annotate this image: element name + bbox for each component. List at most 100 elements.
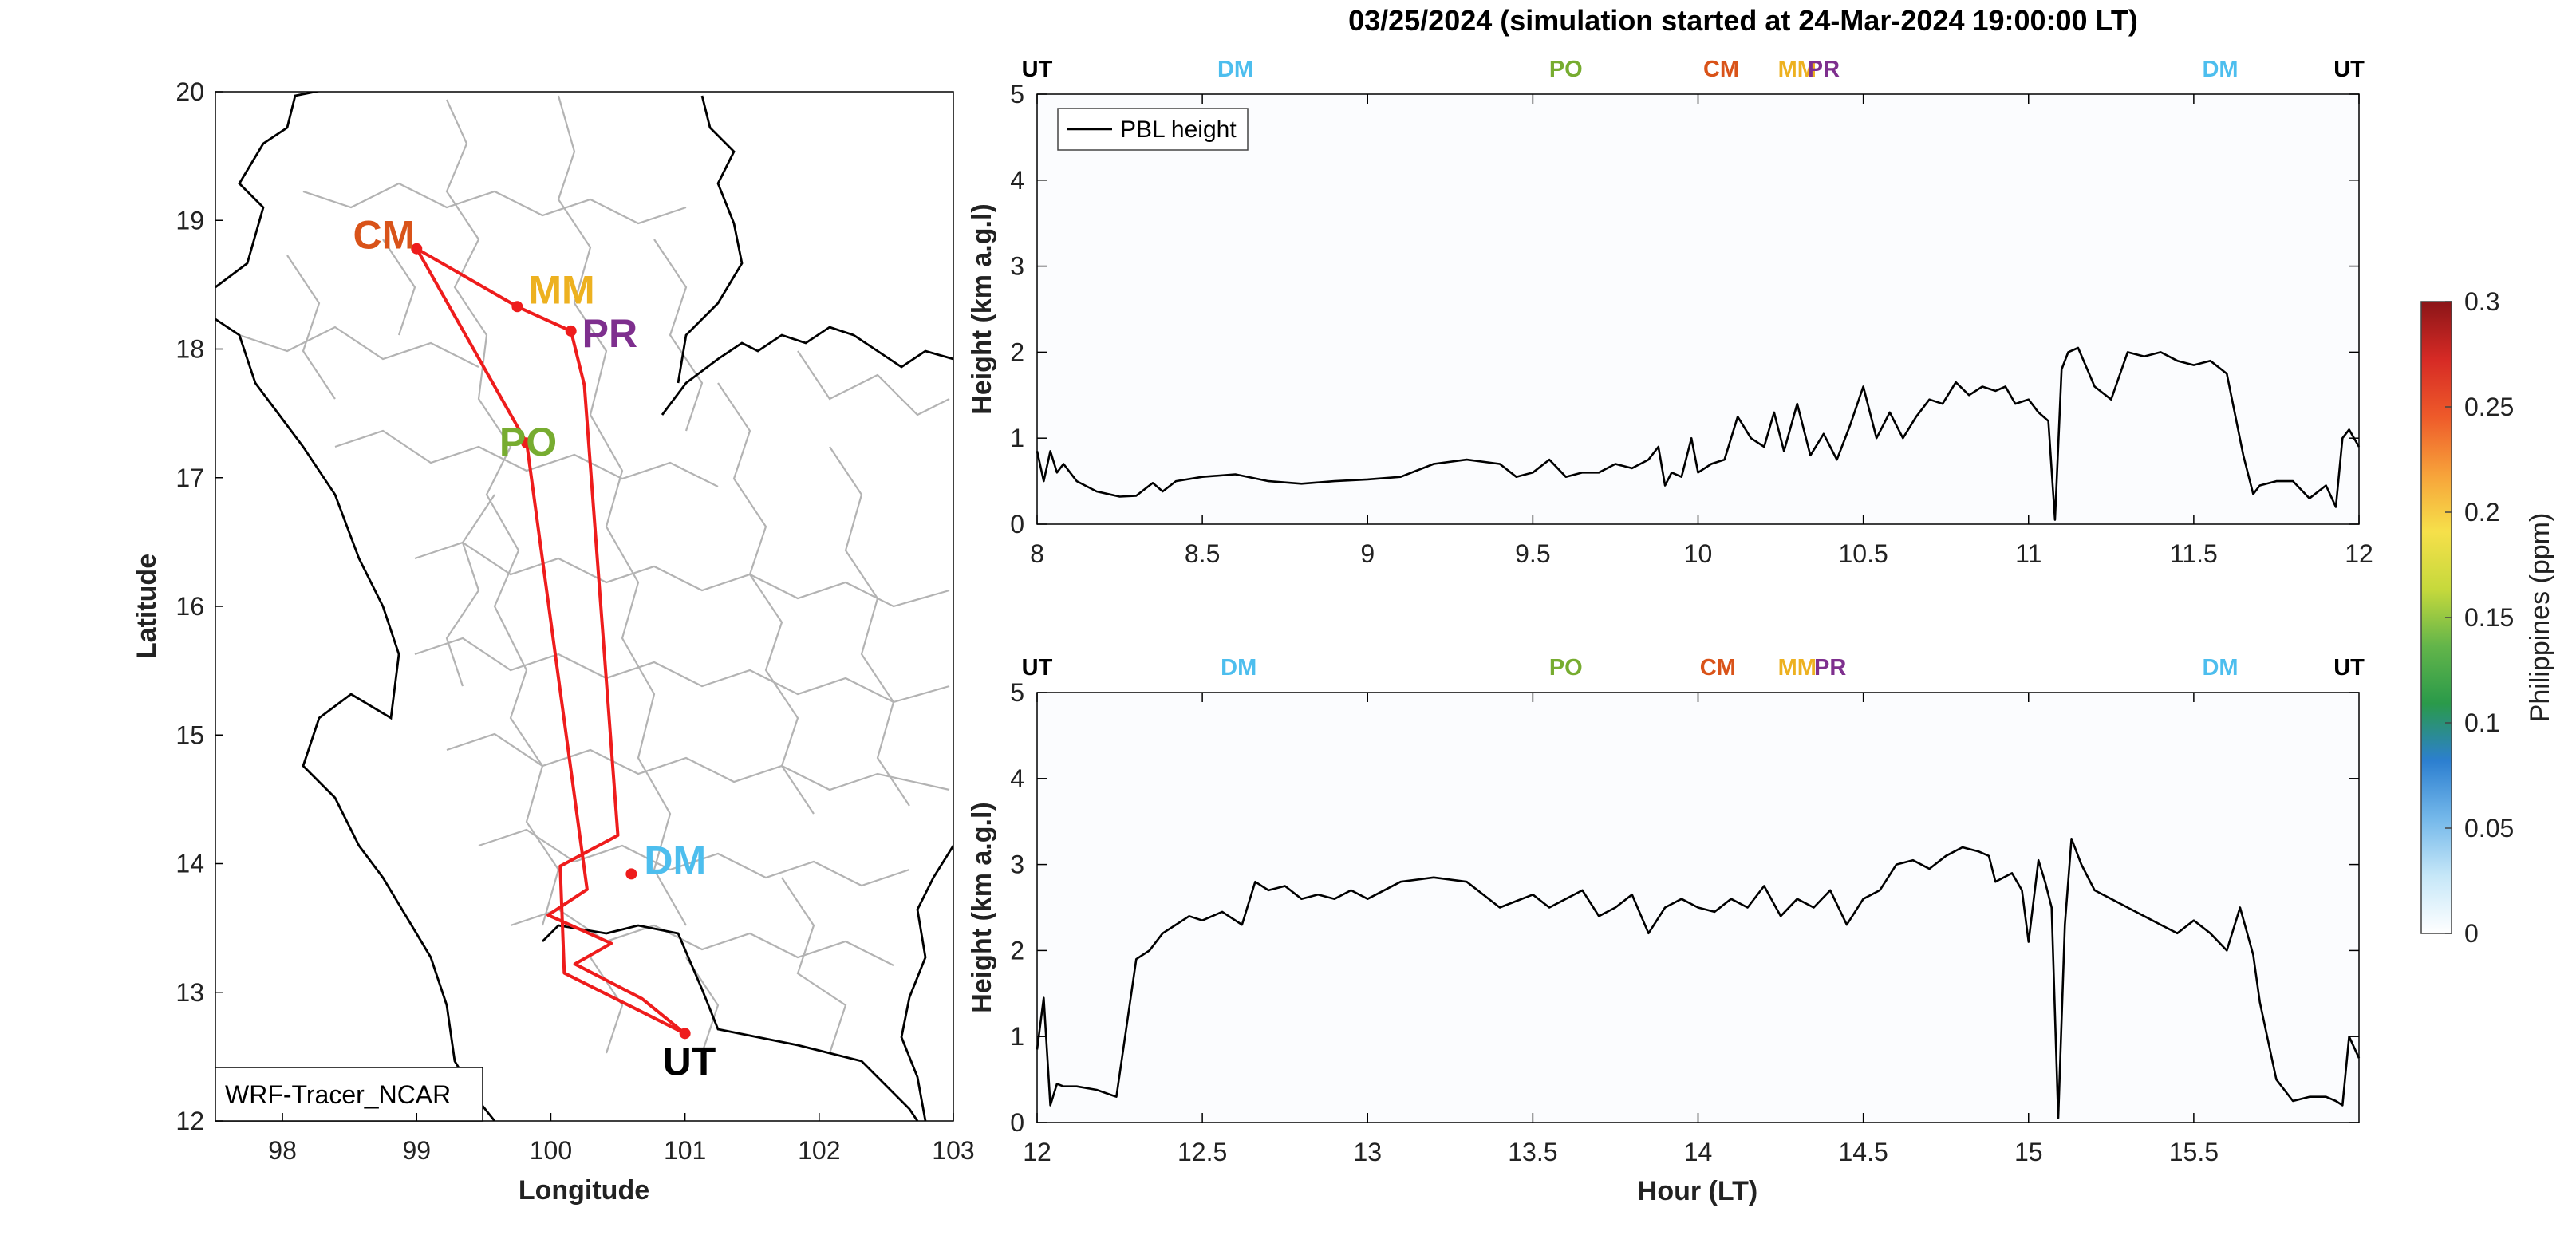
station-dot-cm (411, 243, 423, 255)
y-tick-label: 0 (1010, 1108, 1024, 1137)
map-x-tick-label: 98 (268, 1136, 297, 1165)
legend-label: PBL height (1120, 116, 1237, 143)
x-tick-label: 14.5 (1838, 1138, 1888, 1166)
x-tick-label: 11 (2015, 539, 2041, 568)
station-mark-cm: CM (1700, 655, 1736, 681)
map-y-tick-label: 15 (176, 720, 204, 749)
x-tick-label: 11.5 (2170, 539, 2218, 568)
y-tick-label: 2 (1010, 337, 1024, 366)
station-mark-dm: DM (1221, 655, 1256, 681)
x-tick-label: 10.5 (1838, 539, 1888, 568)
station-mark-ut: UT (2333, 57, 2365, 82)
y-tick-label: 1 (1010, 1022, 1024, 1051)
station-mark-dm: DM (1217, 57, 1253, 82)
map-y-tick-label: 20 (176, 77, 204, 106)
map-y-tick-label: 14 (176, 850, 204, 878)
station-mark-mm: MM (1778, 655, 1817, 681)
model-label: WRF-Tracer_NCAR (225, 1080, 451, 1109)
station-label-cm: CM (353, 213, 416, 258)
model-label-box (215, 1067, 483, 1122)
x-tick-label: 9 (1360, 539, 1375, 568)
y-tick-label: 4 (1010, 764, 1024, 793)
station-dot-pr (565, 325, 577, 337)
station-label-pr: PR (582, 311, 637, 356)
station-label-dm: DM (644, 838, 706, 882)
y-axis-label: Height (km a.g.l) (967, 802, 997, 1012)
map-x-tick-label: 102 (798, 1136, 840, 1165)
y-tick-label: 0 (1010, 510, 1024, 539)
station-mark-dm: DM (2202, 655, 2238, 681)
station-mark-cm: CM (1703, 57, 1739, 82)
map-y-label: Latitude (132, 554, 162, 659)
map-y-tick-label: 16 (176, 592, 204, 621)
map-x-tick-label: 103 (932, 1136, 974, 1165)
x-tick-label: 13.5 (1508, 1138, 1557, 1166)
map-frame (215, 91, 954, 1122)
station-label-mm: MM (528, 267, 594, 312)
station-markers (411, 243, 691, 1040)
colorbar-tick-label: 0.05 (2464, 814, 2514, 843)
x-tick-label: 9.5 (1515, 539, 1550, 568)
station-mark-ut: UT (1022, 57, 1053, 82)
station-dot-po (521, 437, 533, 449)
x-tick-label: 8 (1030, 539, 1044, 568)
station-label-po: PO (499, 420, 557, 464)
map-x-tick-label: 100 (530, 1136, 572, 1165)
y-tick-label: 4 (1010, 166, 1024, 195)
map-y-tick-label: 12 (176, 1107, 204, 1135)
colorbar-tick-label: 0.2 (2464, 498, 2499, 527)
y-tick-label: 2 (1010, 936, 1024, 965)
colorbar-ticks: 0 0.05 0.1 0.15 0.2 0.25 0.3 (2445, 287, 2514, 948)
map-y-tick-label: 13 (176, 978, 204, 1007)
colorbar-tick-label: 0 (2464, 919, 2479, 948)
map-x-label: Longitude (519, 1175, 649, 1206)
station-mark-dm: DM (2202, 57, 2238, 82)
x-tick-label: 12 (1023, 1138, 1051, 1166)
pbl-height-line (1036, 346, 2361, 521)
station-label-ut: UT (663, 1039, 716, 1083)
y-tick-label: 5 (1010, 80, 1024, 109)
x-tick-label: 8.5 (1185, 539, 1220, 568)
figure-title: 03/25/2024 (simulation started at 24-Mar… (1348, 4, 2138, 37)
y-tick-label: 3 (1010, 850, 1024, 879)
province-boundaries (239, 95, 950, 1054)
colorbar-tick-label: 0.3 (2464, 287, 2499, 316)
map-y-tick-label: 17 (176, 464, 204, 492)
y-tick-label: 3 (1010, 252, 1024, 281)
x-tick-label: 15 (2014, 1138, 2043, 1166)
colorbar-tick-label: 0.25 (2464, 393, 2514, 421)
y-axis-label: Height (km a.g.l) (967, 203, 997, 414)
map-x-tick-label: 99 (402, 1136, 431, 1165)
x-tick-label: 14 (1684, 1138, 1713, 1166)
x-tick-label: 12.5 (1178, 1138, 1227, 1166)
colorbar: 0 0.05 0.1 0.15 0.2 0.25 0.3 Philippines (ppm) (2420, 287, 2555, 948)
station-mark-mm: MM (1778, 57, 1817, 82)
colorbar-tick-label: 0.15 (2464, 603, 2514, 632)
map-y-ticks: 12 13 14 15 16 17 18 19 20 (176, 77, 223, 1135)
map-y-tick-label: 19 (176, 206, 204, 235)
colorbar-tick-label: 0.1 (2464, 708, 2499, 737)
x-tick-label: 10 (1684, 539, 1713, 568)
station-mark-ut: UT (1022, 655, 1053, 681)
colorbar-label: Philippines (ppm) (2525, 513, 2555, 723)
time-x-label: Hour (LT) (1638, 1176, 1757, 1206)
x-tick-label: 15.5 (2169, 1138, 2219, 1166)
station-mark-ut: UT (2333, 655, 2365, 681)
station-mark-pr: PR (1814, 655, 1846, 681)
map-x-ticks: 98 99 100 101 102 103 (268, 1113, 975, 1165)
x-tick-label: 12 (2345, 539, 2373, 568)
x-tick-label: 13 (1353, 1138, 1382, 1166)
station-dot-mm (511, 301, 523, 313)
country-border (215, 92, 953, 1121)
station-dot-dm (625, 868, 637, 880)
y-tick-label: 1 (1010, 424, 1024, 452)
station-mark-pr: PR (1808, 57, 1840, 82)
map-x-tick-label: 101 (664, 1136, 706, 1165)
station-mark-po: PO (1549, 57, 1583, 82)
